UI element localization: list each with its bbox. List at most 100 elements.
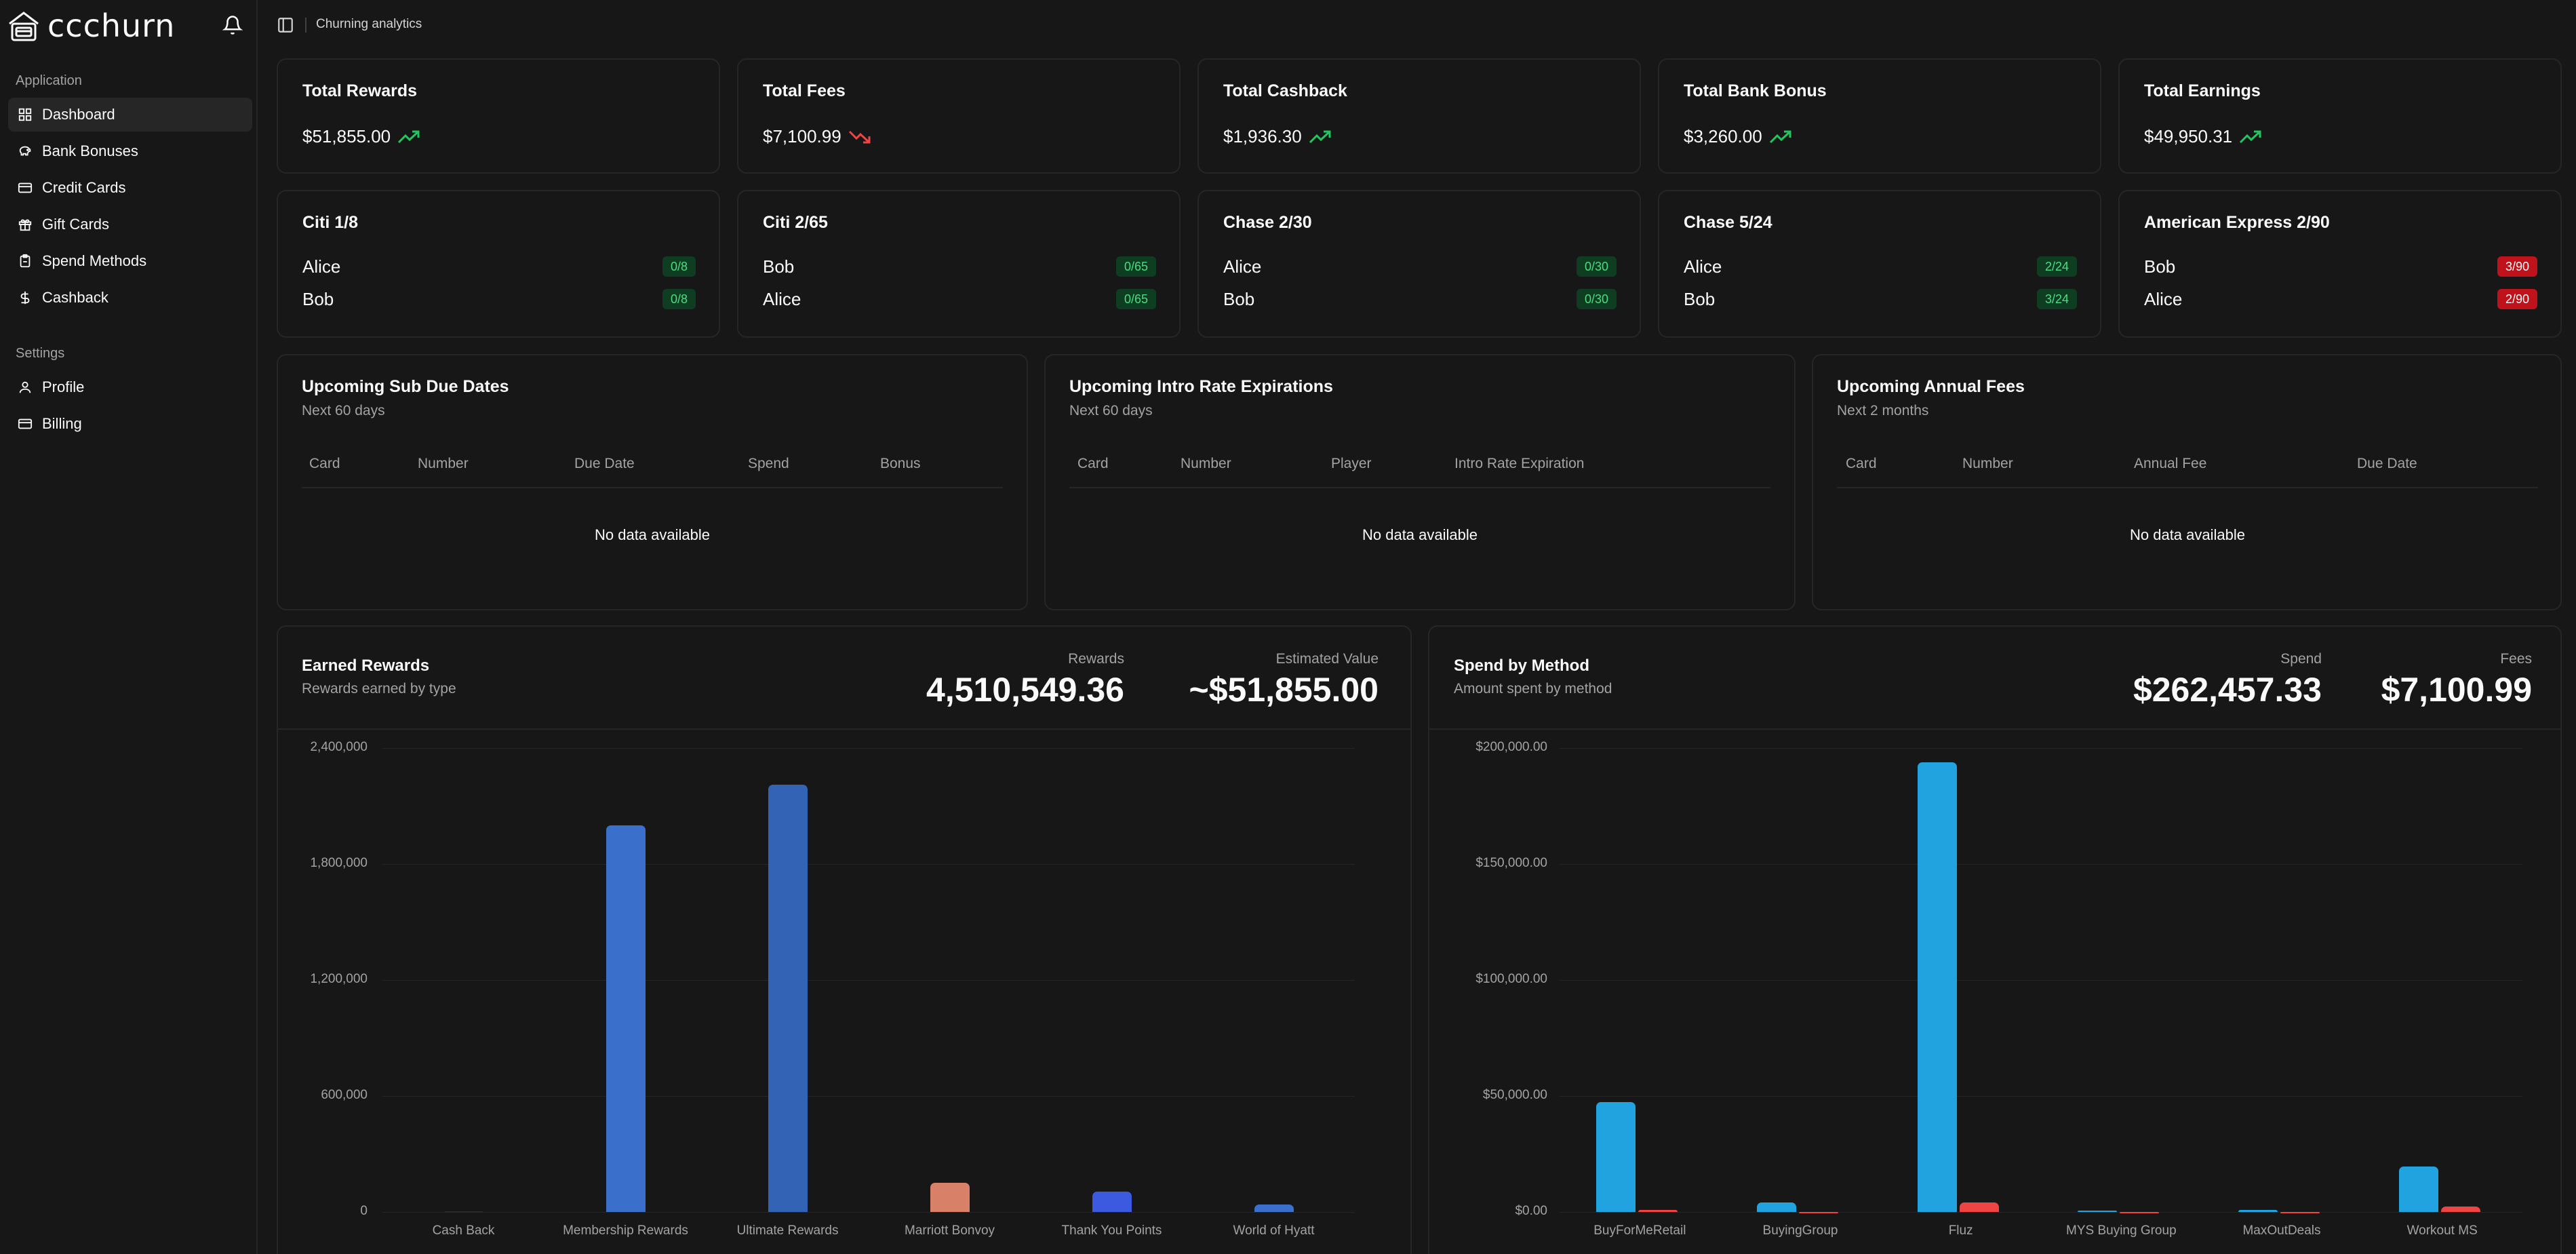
gridline — [1560, 748, 2522, 749]
brand-name: ccchurn — [47, 7, 176, 44]
column-header[interactable]: Bonus — [880, 456, 921, 471]
stat-value: $7,100.99 — [763, 126, 871, 147]
table-subtitle: Next 60 days — [1069, 403, 1153, 418]
gridline — [382, 1212, 1355, 1213]
status-badge: 0/30 — [1576, 289, 1617, 309]
chart-bar[interactable] — [1959, 1202, 1999, 1212]
column-header[interactable]: Number — [418, 456, 469, 471]
stat-title: Total Cashback — [1223, 81, 1347, 100]
y-tick-label: $50,000.00 — [1482, 1088, 1547, 1102]
chart-bar[interactable] — [2120, 1212, 2160, 1213]
column-header[interactable]: Number — [1962, 456, 2013, 471]
chart-title: Spend by Method — [1454, 657, 1589, 675]
chart-bar[interactable] — [1596, 1101, 1636, 1212]
sidebar-item-label: Cashback — [42, 289, 108, 306]
chart-bar[interactable] — [606, 825, 646, 1212]
player-name: Bob — [302, 289, 334, 309]
gridline — [1560, 864, 2522, 865]
fees-value: $7,100.99 — [2381, 671, 2532, 709]
stat-title: Total Rewards — [302, 81, 418, 100]
sidebar-item-label: Profile — [42, 378, 85, 395]
chart-bar[interactable] — [1638, 1209, 1678, 1212]
header-separator — [305, 18, 306, 33]
gridline — [382, 980, 1355, 981]
stat-card-total-cashback: Total Cashback $1,936.30 — [1197, 58, 1641, 174]
intro-rate-card — [1044, 354, 1796, 610]
sidebar-item-profile[interactable]: Profile — [8, 370, 252, 404]
chart-bar[interactable] — [443, 1211, 483, 1213]
status-badge: 0/8 — [662, 289, 696, 309]
chart-bar[interactable] — [1799, 1212, 1838, 1213]
chart-title: Earned Rewards — [302, 657, 430, 675]
sidebar-item-label: Dashboard — [42, 106, 115, 123]
chart-bar[interactable] — [1917, 762, 1957, 1212]
rule-card-amex-2-90: American Express 2/90 Bob 3/90 Alice 2/9… — [2118, 190, 2562, 338]
chart-bar[interactable] — [930, 1183, 970, 1212]
fees-label: Fees — [2500, 651, 2532, 667]
chart-bar[interactable] — [2238, 1209, 2278, 1212]
sidebar-item-credit-cards[interactable]: Credit Cards — [8, 171, 252, 205]
table-title: Upcoming Sub Due Dates — [302, 377, 509, 396]
piggy-bank-icon — [19, 146, 31, 156]
sidebar-item-label: Billing — [42, 415, 82, 432]
sidebar-item-label: Spend Methods — [42, 252, 147, 269]
column-header[interactable]: Annual Fee — [2134, 456, 2207, 471]
gridline — [1560, 1096, 2522, 1097]
estimated-value-label: Estimated Value — [1275, 651, 1379, 667]
rule-card-chase-5-24: Chase 5/24 Alice 2/24 Bob 3/24 — [1658, 190, 2101, 338]
brand[interactable]: ccchurn — [7, 7, 176, 44]
chart-bar[interactable] — [1092, 1192, 1132, 1212]
player-name: Bob — [2144, 256, 2176, 277]
stat-amount: $1,936.30 — [1223, 126, 1302, 146]
stat-card-total-bank-bonus: Total Bank Bonus $3,260.00 — [1658, 58, 2101, 174]
sidebar-item-dashboard[interactable]: Dashboard — [8, 98, 252, 132]
column-header[interactable]: Due Date — [574, 456, 635, 471]
column-header[interactable]: Intro Rate Expiration — [1454, 456, 1585, 471]
status-badge: 2/90 — [2497, 289, 2537, 309]
y-tick-label: 1,800,000 — [310, 856, 368, 870]
trending-up-icon — [2240, 130, 2261, 143]
sub-due-dates-card — [277, 354, 1028, 610]
trending-up-icon — [1309, 130, 1331, 143]
chart-bar[interactable] — [2078, 1211, 2118, 1213]
sidebar-item-bank-bonuses[interactable]: Bank Bonuses — [8, 134, 252, 168]
user-icon — [19, 381, 31, 393]
player-name: Alice — [1684, 256, 1722, 277]
x-tick-label: MYS Buying Group — [2066, 1223, 2177, 1238]
chart-bar[interactable] — [768, 785, 808, 1212]
grid-icon — [18, 108, 32, 121]
chart-bar[interactable] — [2398, 1167, 2438, 1212]
chart-bar[interactable] — [2440, 1206, 2480, 1212]
y-tick-label: $100,000.00 — [1475, 972, 1547, 986]
column-header[interactable]: Spend — [748, 456, 789, 471]
y-tick-label: 600,000 — [321, 1088, 368, 1102]
sidebar-item-gift-cards[interactable]: Gift Cards — [8, 208, 252, 241]
chart-bar[interactable] — [2280, 1212, 2320, 1213]
column-header[interactable]: Number — [1181, 456, 1231, 471]
column-header[interactable]: Player — [1331, 456, 1372, 471]
sidebar-item-billing[interactable]: Billing — [8, 407, 252, 441]
breadcrumb[interactable]: Churning analytics — [316, 17, 422, 31]
rewards-value: 4,510,549.36 — [926, 671, 1124, 709]
column-header[interactable]: Due Date — [2357, 456, 2417, 471]
sidebar-item-spend-methods[interactable]: Spend Methods — [8, 244, 252, 278]
column-header[interactable]: Card — [1846, 456, 1877, 471]
settings-group-label: Settings — [16, 346, 65, 361]
x-tick-label: World of Hyatt — [1233, 1223, 1315, 1238]
sidebar-item-label: Bank Bonuses — [42, 142, 138, 159]
application-group-label: Application — [16, 73, 82, 88]
table-subtitle: Next 60 days — [302, 403, 385, 418]
sidebar-item-cashback[interactable]: Cashback — [8, 281, 252, 315]
bell-icon[interactable] — [222, 15, 243, 35]
x-tick-label: Thank You Points — [1061, 1223, 1162, 1238]
stat-card-total-rewards: Total Rewards $51,855.00 — [277, 58, 720, 174]
player-name: Alice — [763, 289, 801, 309]
trending-up-icon — [1769, 130, 1791, 143]
gridline — [1560, 980, 2522, 981]
sidebar-toggle-icon[interactable] — [277, 16, 294, 34]
earned-rewards-card — [277, 625, 1412, 1254]
chart-bar[interactable] — [1757, 1202, 1796, 1212]
column-header[interactable]: Card — [1077, 456, 1109, 471]
column-header[interactable]: Card — [309, 456, 340, 471]
chart-bar[interactable] — [1254, 1204, 1294, 1212]
